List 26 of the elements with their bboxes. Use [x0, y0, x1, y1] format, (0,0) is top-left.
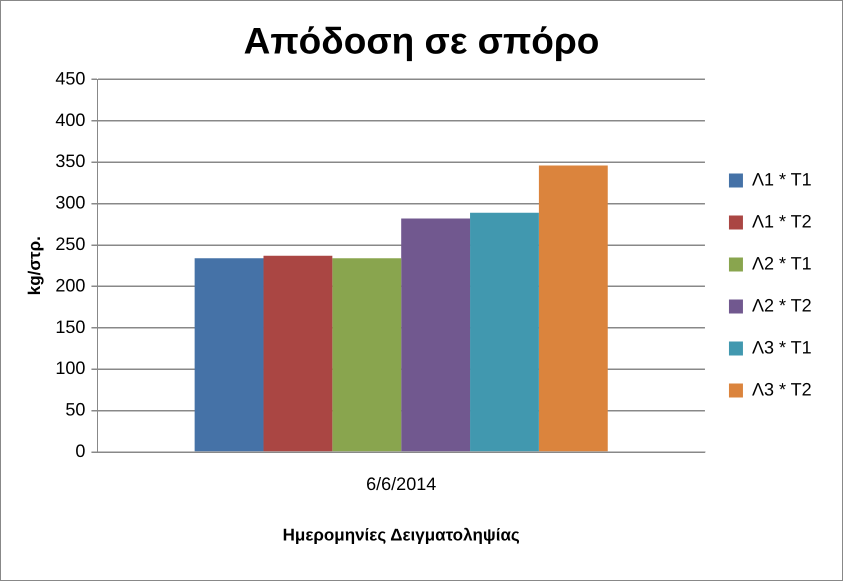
x-axis-title: Ημερομηνίες Δειγματοληψίας [282, 525, 520, 544]
legend-label: Λ2 * Τ2 [752, 295, 812, 316]
y-axis-title: kg/στρ. [24, 236, 44, 296]
legend-label: Λ3 * Τ1 [752, 337, 812, 358]
bar [470, 212, 539, 452]
y-tick-label: 450 [55, 68, 86, 88]
bar [538, 166, 608, 452]
y-tick-label: 350 [55, 151, 86, 172]
y-tick-label: 200 [55, 275, 86, 296]
y-tick-label: 400 [55, 110, 86, 130]
y-tick-label: 150 [55, 316, 86, 337]
y-tick-label: 250 [55, 234, 86, 254]
legend-label: Λ3 * Τ2 [752, 379, 812, 400]
chart-title: Απόδοση σε σπόρο [244, 20, 600, 62]
bar [194, 258, 264, 452]
y-tick-label: 50 [65, 400, 86, 420]
y-tick-label: 300 [55, 192, 86, 213]
bar [263, 256, 332, 452]
bar [332, 258, 402, 452]
y-tick-label: 0 [75, 440, 86, 461]
y-tick-label: 100 [55, 358, 86, 378]
legend-label: Λ1 * Τ1 [752, 169, 812, 190]
legend-label: Λ1 * Τ2 [752, 211, 812, 232]
bar [401, 218, 470, 452]
x-tick-label: 6/6/2014 [366, 474, 436, 494]
legend-label: Λ2 * Τ1 [752, 253, 812, 274]
